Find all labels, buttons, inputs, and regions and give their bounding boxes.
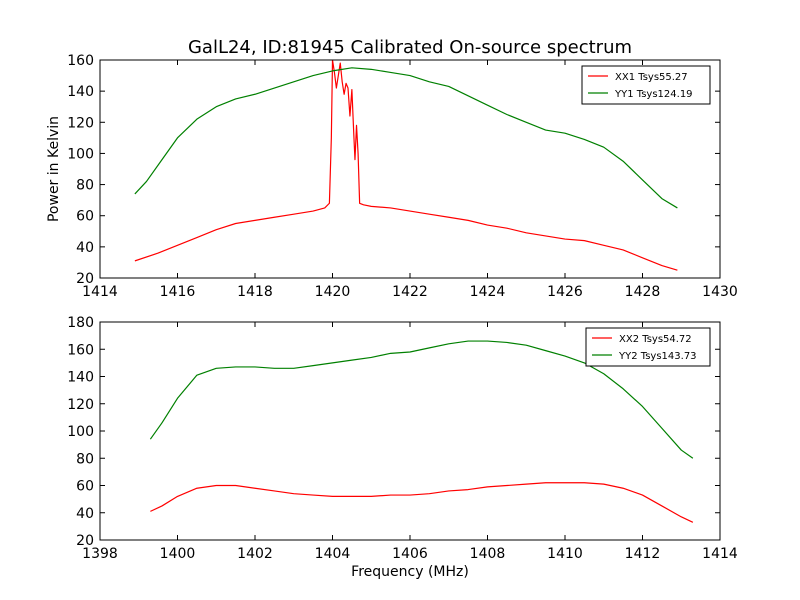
bottom-y-tick-label: 100 <box>67 424 94 440</box>
top-x-tick-label: 1426 <box>547 284 583 300</box>
bottom-legend: XX2 Tsys54.72 YY2 Tsys143.73 <box>585 327 711 367</box>
top-y-tick-label: 160 <box>67 53 94 69</box>
top-legend-label: YY1 Tsys124.19 <box>614 89 693 100</box>
top-x-tick-label: 1414 <box>82 284 118 300</box>
bottom-y-tick-label: 20 <box>76 533 94 549</box>
bottom-y-tick-label: 80 <box>76 451 94 467</box>
top-series-line-1 <box>134 60 678 271</box>
bottom-y-tick-label: 120 <box>67 397 94 413</box>
top-legend-label: XX1 Tsys55.27 <box>615 72 688 83</box>
bottom-x-tick-label: 1402 <box>237 546 273 562</box>
bottom-y-tick-label: 40 <box>76 506 94 522</box>
top-ticks: 1414 1416 1418 1420 1422 1424 1426 1428 1430 20 40… <box>67 53 738 300</box>
bottom-legend-box <box>585 327 711 367</box>
bottom-x-tick-label: 1410 <box>547 546 583 562</box>
bottom-x-tick-label: 1408 <box>470 546 506 562</box>
bottom-y-tick-label: 160 <box>67 342 94 358</box>
top-plot-area: 1414 1416 1418 1420 1422 1424 1426 1428 1430 20 40… <box>67 53 738 300</box>
bottom-plot-frame <box>99 321 721 541</box>
bottom-x-tick-label: 1404 <box>315 546 351 562</box>
top-legend-box <box>581 65 711 105</box>
bottom-legend-label: XX2 Tsys54.72 <box>619 334 692 345</box>
bottom-chart: 1398 1400 1402 1404 1406 1408 1410 1412 1414 20 40… <box>67 315 738 580</box>
top-y-axis-label: Power in Kelvin <box>46 116 62 222</box>
chart-title: GalL24, ID:81945 Calibrated On-source sp… <box>188 37 632 58</box>
top-chart: GalL24, ID:81945 Calibrated On-source sp… <box>46 37 738 300</box>
top-y-tick-label: 120 <box>67 115 94 131</box>
top-y-tick-label: 80 <box>76 178 94 194</box>
top-series-line-2 <box>134 67 678 209</box>
bottom-x-tick-label: 1400 <box>160 546 196 562</box>
top-y-tick-label: 20 <box>76 271 94 287</box>
bottom-plot-area: 1398 1400 1402 1404 1406 1408 1410 1412 1414 20 40… <box>67 315 738 562</box>
bottom-series-layer <box>149 340 694 523</box>
top-y-tick-label: 140 <box>67 84 94 100</box>
top-y-tick-label: 100 <box>67 146 94 162</box>
bottom-x-tick-label: 1414 <box>702 546 738 562</box>
bottom-x-tick-label: 1406 <box>392 546 428 562</box>
bottom-y-tick-label: 140 <box>67 370 94 386</box>
top-x-tick-label: 1430 <box>702 284 738 300</box>
bottom-y-tick-label: 180 <box>67 315 94 331</box>
top-y-tick-label: 60 <box>76 209 94 225</box>
top-legend: XX1 Tsys55.27 YY1 Tsys124.19 <box>581 65 711 105</box>
bottom-y-tick-label: 60 <box>76 479 94 495</box>
top-x-tick-label: 1422 <box>392 284 428 300</box>
bottom-ticks: 1398 1400 1402 1404 1406 1408 1410 1412 1414 20 40… <box>67 315 738 562</box>
top-y-tick-label: 40 <box>76 240 94 256</box>
top-x-tick-label: 1428 <box>625 284 661 300</box>
top-x-tick-label: 1418 <box>237 284 273 300</box>
top-series-layer <box>134 60 678 271</box>
bottom-series-line-1 <box>150 482 694 523</box>
bottom-x-tick-label: 1398 <box>82 546 118 562</box>
top-x-tick-label: 1424 <box>470 284 506 300</box>
bottom-series-line-2 <box>149 340 694 459</box>
bottom-x-tick-label: 1412 <box>625 546 661 562</box>
top-x-tick-label: 1416 <box>160 284 196 300</box>
bottom-legend-label: YY2 Tsys143.73 <box>618 351 697 362</box>
x-axis-label: Frequency (MHz) <box>351 564 469 580</box>
top-x-tick-label: 1420 <box>315 284 351 300</box>
top-plot-frame <box>99 59 721 279</box>
